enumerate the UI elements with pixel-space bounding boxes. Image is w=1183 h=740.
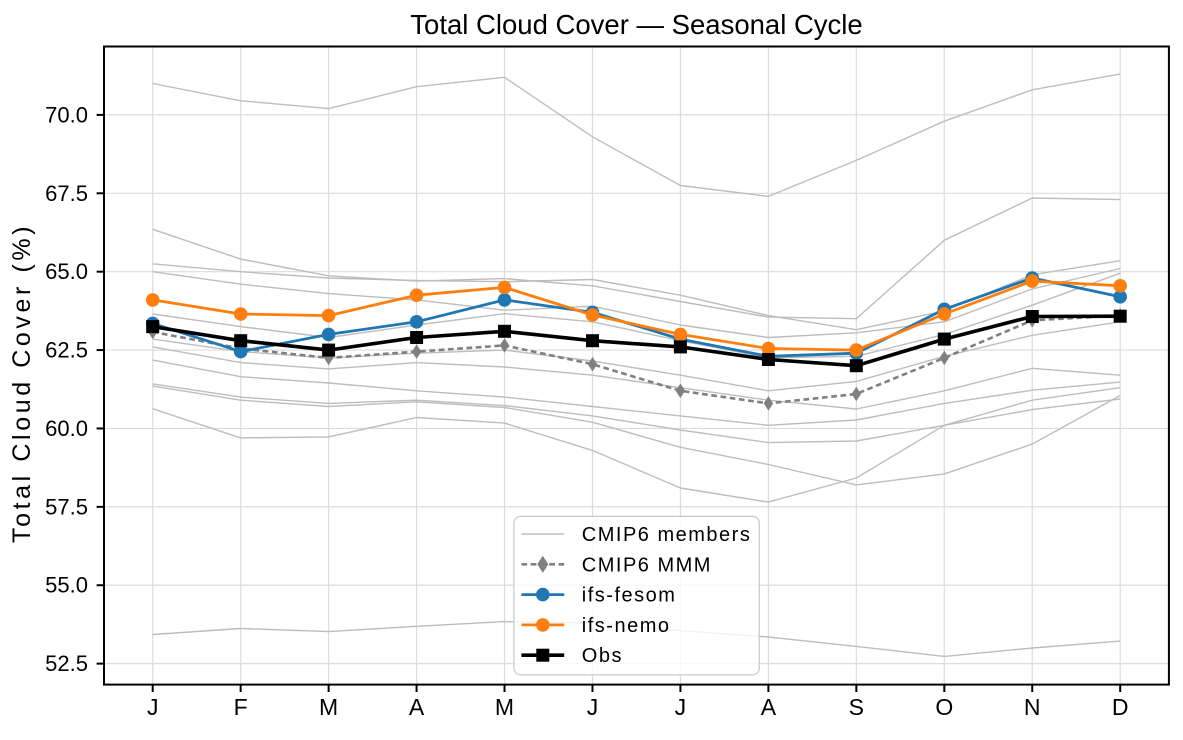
svg-text:Obs: Obs [582,645,623,667]
svg-text:D: D [1112,694,1129,720]
svg-text:F: F [234,694,248,720]
svg-text:J: J [587,694,599,720]
svg-text:62.5: 62.5 [45,338,88,363]
svg-text:60.0: 60.0 [45,416,88,441]
svg-text:Total Cloud Cover — Seasonal C: Total Cloud Cover — Seasonal Cycle [410,9,862,40]
svg-text:67.5: 67.5 [45,181,88,206]
svg-text:ifs-fesom: ifs-fesom [582,585,677,607]
svg-text:55.0: 55.0 [45,573,88,598]
svg-text:Total Cloud Cover (%): Total Cloud Cover (%) [8,223,36,543]
svg-text:70.0: 70.0 [45,102,88,127]
svg-text:57.5: 57.5 [45,494,88,519]
svg-text:S: S [849,694,864,720]
svg-text:A: A [761,694,777,720]
svg-text:J: J [675,694,687,720]
svg-text:CMIP6 MMM: CMIP6 MMM [582,554,712,576]
svg-text:N: N [1024,694,1041,720]
svg-text:52.5: 52.5 [45,651,88,676]
svg-text:J: J [147,694,159,720]
svg-text:A: A [409,694,425,720]
svg-text:M: M [495,694,514,720]
svg-text:O: O [935,694,953,720]
svg-text:ifs-nemo: ifs-nemo [582,615,671,637]
svg-text:M: M [319,694,338,720]
svg-text:CMIP6 members: CMIP6 members [582,524,752,546]
svg-text:65.0: 65.0 [45,259,88,284]
